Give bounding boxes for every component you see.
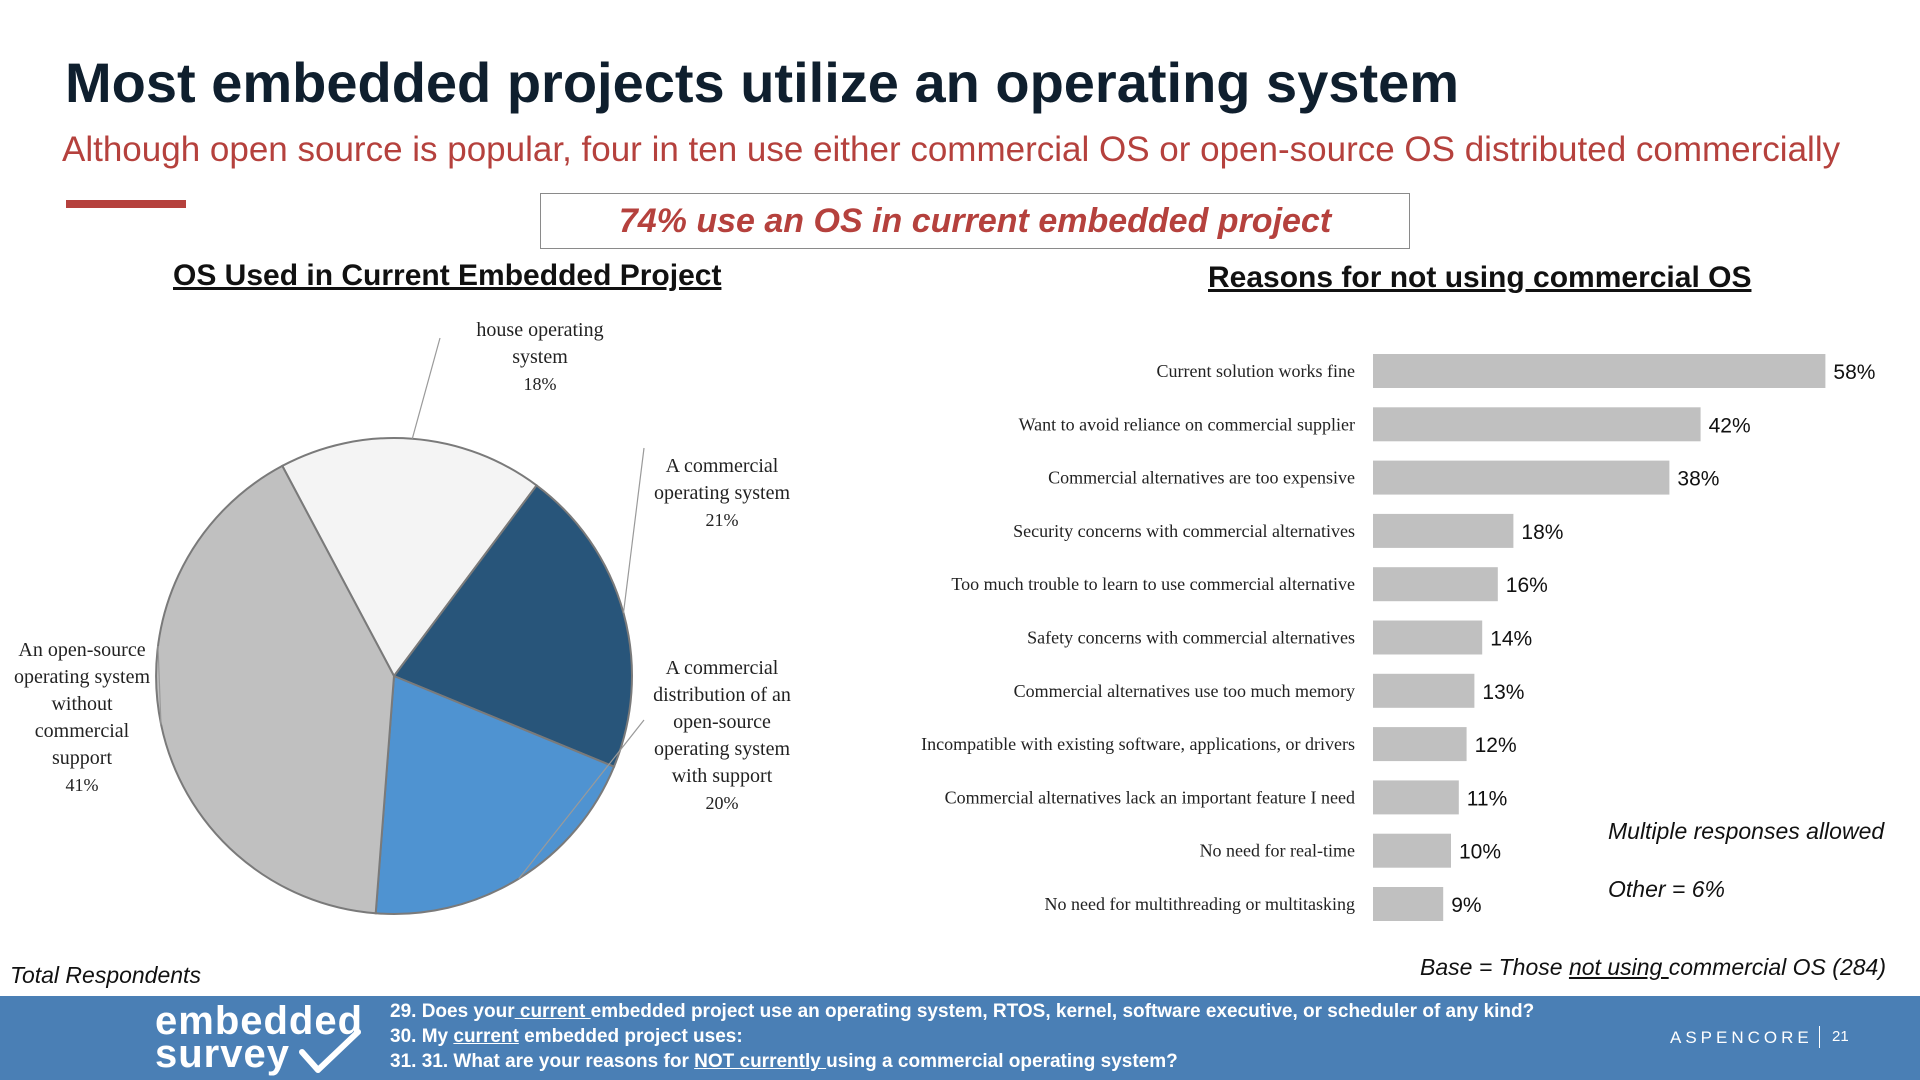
bar-category-label: Commercial alternatives are too expensiv… — [1048, 468, 1355, 488]
pie-value-label-1: 21% — [706, 510, 739, 530]
bar-6 — [1373, 673, 1475, 708]
pie-leader-line-1 — [622, 447, 645, 613]
survey-question-31: 31. 31. What are your reasons for NOT cu… — [390, 1051, 1178, 1073]
logo-embedded-text: embedded — [155, 999, 364, 1043]
q29-part-a: 29. Does your — [390, 1001, 515, 1022]
pie-category-label-0: house operating — [476, 320, 603, 341]
pie-slice-1 — [392, 483, 633, 769]
accent-rule — [66, 200, 186, 208]
checkmark-icon — [299, 1029, 361, 1073]
pie-category-label-3: without — [51, 693, 113, 715]
bar-10 — [1373, 887, 1444, 921]
bar-value-label: 12% — [1475, 734, 1517, 757]
pie-category-label-0: system — [512, 346, 568, 368]
bar-1 — [1373, 407, 1701, 442]
bar-category-label: Want to avoid reliance on commercial sup… — [1019, 414, 1355, 434]
q30-emphasis: current — [453, 1026, 519, 1047]
bar-value-label: 13% — [1482, 681, 1524, 704]
bar-category-label: Security concerns with commercial altern… — [1013, 521, 1355, 541]
pie-value-label-2: 20% — [706, 793, 739, 813]
survey-question-29: 29. Does your current embedded project u… — [390, 1001, 1534, 1023]
survey-question-30: 30. My current embedded project uses: — [390, 1026, 743, 1048]
page-subtitle: Although open source is popular, four in… — [62, 130, 1841, 169]
bar-category-label: No need for real-time — [1200, 841, 1355, 861]
pie-category-label-2: distribution of an — [653, 684, 791, 706]
bar-category-label: Commercial alternatives use too much mem… — [1014, 681, 1355, 701]
bar-value-label: 14% — [1490, 628, 1532, 651]
pie-category-label-2: open-source — [673, 711, 771, 733]
page-title: Most embedded projects utilize an operat… — [65, 51, 1460, 114]
bar-value-label: 58% — [1833, 361, 1875, 384]
bar-7 — [1373, 727, 1467, 762]
bar-chart-title: Reasons for not using commercial OS — [1208, 261, 1752, 294]
pie-chart-title: OS Used in Current Embedded Project — [173, 259, 722, 292]
bar-value-label: 9% — [1451, 894, 1481, 917]
bar-5 — [1373, 620, 1483, 655]
pie-slice-0 — [280, 437, 539, 678]
reasons-bar-chart: Current solution works fine 58% Want to av… — [921, 354, 1875, 921]
q30-part-a: 30. My — [390, 1026, 454, 1047]
bar-category-label: Too much trouble to learn to use commerc… — [951, 574, 1355, 594]
pie-category-label-1: operating system — [654, 482, 791, 504]
base-note-suffix: commercial OS (284) — [1668, 954, 1886, 980]
pie-value-label-3: 41% — [66, 775, 99, 795]
bar-4 — [1373, 567, 1498, 602]
bar-0 — [1373, 354, 1826, 388]
bar-category-label: Commercial alternatives lack an importan… — [945, 787, 1355, 807]
bar-category-label: Current solution works fine — [1157, 361, 1355, 381]
bar-3 — [1373, 513, 1514, 548]
pie-category-label-3: An open-source — [18, 639, 145, 661]
base-note: Base = Those not using commercial OS (28… — [1420, 954, 1886, 981]
page-number: 21 — [1832, 1028, 1849, 1045]
q29-emphasis: current — [514, 1001, 591, 1022]
bar-category-label: No need for multithreading or multitaski… — [1045, 894, 1355, 914]
base-note-prefix: Base = Those — [1420, 954, 1569, 980]
pie-category-label-2: with support — [672, 765, 773, 787]
bar-category-label: Safety concerns with commercial alternat… — [1027, 628, 1355, 648]
pie-category-label-3: operating system — [14, 666, 151, 688]
multiple-responses-note: Multiple responses allowed — [1608, 818, 1885, 844]
pie-leader-line-2 — [518, 719, 645, 880]
brand-name: ASPENCORE — [1670, 1028, 1813, 1047]
bar-category-label: Incompatible with existing software, app… — [921, 734, 1355, 754]
other-percent-note: Other = 6% — [1608, 876, 1725, 902]
bar-value-label: 10% — [1459, 841, 1501, 864]
pie-category-label-1: A commercial — [666, 455, 779, 477]
key-finding-callout: 74% use an OS in current embedded projec… — [540, 193, 1410, 249]
q31-part-a: 31. 31. What are your reasons for — [390, 1051, 695, 1072]
bar-value-label: 42% — [1709, 414, 1751, 437]
q30-part-c: embedded project uses: — [518, 1026, 743, 1047]
bar-value-label: 11% — [1467, 787, 1507, 810]
q31-part-c: using a commercial operating system? — [826, 1051, 1178, 1072]
pie-category-label-2: operating system — [654, 738, 791, 760]
brand-separator — [1819, 1026, 1820, 1048]
logo-survey-text: survey — [155, 1032, 290, 1076]
bar-9 — [1373, 833, 1451, 868]
q31-emphasis: NOT currently — [694, 1051, 827, 1072]
bar-value-label: 18% — [1521, 521, 1563, 544]
base-note-emphasis: not using — [1568, 954, 1669, 980]
pie-slice-2 — [374, 674, 616, 915]
pie-category-label-3: support — [52, 747, 112, 769]
os-used-pie-chart: An internallydeveloped or in-house opera… — [14, 320, 791, 915]
q29-part-c: embedded project use an operating system… — [590, 1001, 1535, 1022]
pie-leader-line-3 — [157, 645, 162, 725]
total-respondents-note: Total Respondents — [10, 962, 201, 988]
bar-2 — [1373, 460, 1670, 495]
bar-value-label: 16% — [1506, 574, 1548, 597]
bar-value-label: 38% — [1677, 468, 1719, 491]
pie-value-label-0: 18% — [524, 374, 557, 394]
bar-8 — [1373, 780, 1459, 815]
pie-category-label-3: commercial — [35, 720, 130, 742]
pie-leader-line-0 — [411, 337, 441, 439]
pie-category-label-2: A commercial — [666, 657, 779, 679]
